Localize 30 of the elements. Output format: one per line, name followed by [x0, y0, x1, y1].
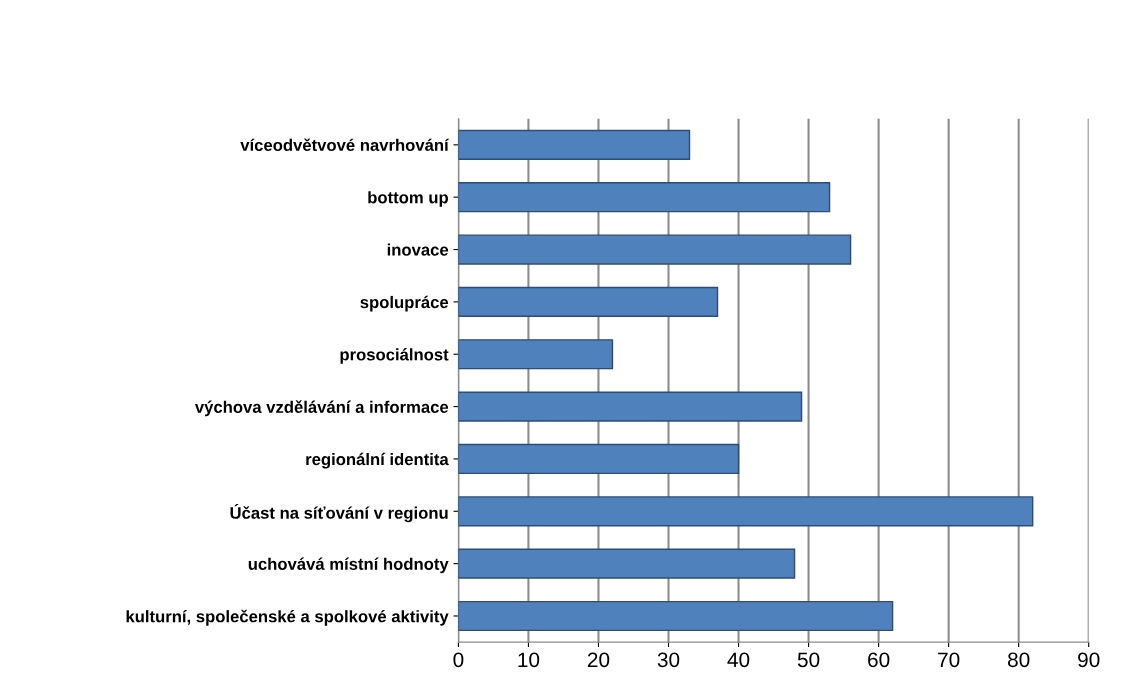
- y-tick-label: víceodvětvové navrhování: [240, 138, 450, 152]
- bar: [458, 129, 691, 160]
- x-tick-label: 80: [1007, 652, 1030, 668]
- y-tick-label: regionální identita: [306, 452, 449, 469]
- bar: [458, 391, 803, 422]
- bar: [458, 339, 614, 370]
- bar: [458, 600, 894, 632]
- y-tick-label: spolupráce: [360, 295, 449, 312]
- x-tick-label: 60: [868, 652, 890, 668]
- x-tick-label: 70: [938, 652, 960, 668]
- bar: [458, 234, 852, 265]
- x-tick-label: 30: [657, 652, 680, 668]
- x-tick-label: 10: [518, 652, 540, 668]
- y-tick-label: výchova vzdělávání a informace: [194, 400, 449, 417]
- x-tick-label: 0: [453, 652, 464, 668]
- bar: [458, 182, 831, 213]
- y-tick-label: kulturní, společenské a spolkové aktivity: [126, 609, 449, 626]
- bar: [458, 548, 796, 579]
- x-tick-label: 20: [587, 652, 610, 668]
- x-tick-label: 90: [1078, 652, 1100, 668]
- bar: [458, 443, 740, 475]
- x-tick-label: 40: [727, 652, 750, 668]
- y-tick-label: prosociálnost: [340, 348, 449, 364]
- y-tick-label: bottom up: [368, 191, 448, 207]
- bar: [458, 286, 719, 317]
- bar: [458, 496, 1034, 527]
- y-tick-label: Účast na síťování v regionu: [230, 503, 448, 523]
- y-tick-label: inovace: [387, 243, 449, 256]
- y-tick-label: uchovává místní hodnoty: [248, 557, 449, 574]
- x-tick-label: 50: [797, 652, 820, 668]
